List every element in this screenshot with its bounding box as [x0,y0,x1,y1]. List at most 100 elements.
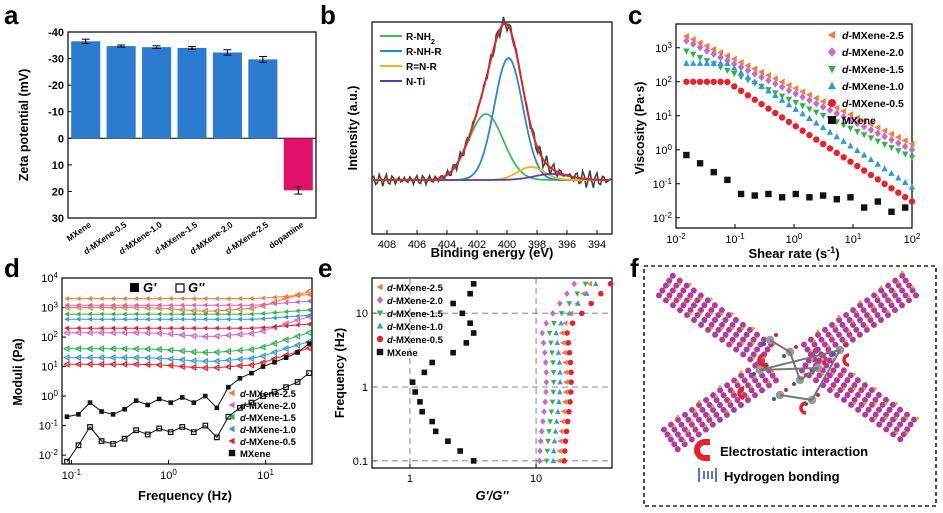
panel-c-point [813,119,820,126]
panel-c: Viscosity (Pa·s) Shear rate (s-1) 10-2 10… [633,23,921,261]
surface-group-atom [746,394,750,398]
panel-c-point [792,85,799,92]
panel-d-point [178,356,185,364]
mxene-atom [727,401,734,408]
surface-group-atom [876,295,880,299]
surface-group-atom [897,280,901,284]
panel-c-legend-marker [828,99,836,107]
mxene-atom [694,297,701,304]
panel-c-point [888,145,895,152]
panel-c-xtick-label: 100 [786,232,803,247]
mxene-atom [826,357,833,364]
panel-e-point [567,359,574,366]
surface-group-atom [863,402,867,406]
panel-c-point [887,130,895,138]
panel-c-point [744,62,751,69]
panel-c-point [799,110,806,117]
panel-e-point [562,379,569,385]
surface-group-atom [667,282,671,286]
panel-c-point [737,87,745,95]
surface-group-atom [725,409,729,413]
panel-c-point [813,109,820,116]
panel-d-legend-label: d-MXene-0.5 [240,437,297,448]
panel-e-legend-label: d-MXene-0.5 [387,335,444,346]
panel-e-ytick-label: 0.1 [353,456,368,468]
panel-d-point [110,325,116,331]
surface-group-atom [751,327,755,331]
panel-a-bar [212,52,242,139]
panel-a-xlabels: MXened-MXene-0.5d-MXene-1.0d-MXene-1.5d-… [65,219,306,256]
mxene-atom [724,382,731,389]
mxene-atom [825,331,832,338]
mxene-atom [878,302,885,309]
mxene-atom [713,397,720,404]
mxene-atom [681,441,688,448]
panel-e-point [564,290,570,298]
panel-b-xtick-label: 408 [378,239,396,251]
mxene-atom [671,426,678,433]
mxene-atom [675,416,682,423]
mxene-atom [669,272,676,279]
surface-group-atom [831,372,835,376]
panel-d-point [87,296,93,302]
mxene-atom [888,302,895,309]
panel-e-legend-label: d-MXene-2.0 [387,296,443,307]
surface-group-atom [678,297,682,301]
panel-e-point [450,300,456,307]
surface-group-atom [751,341,755,345]
mxene-atom [812,347,819,354]
panel-c-point [847,125,854,132]
panel-d-point [270,339,278,347]
panel-e-point [561,458,568,464]
mxene-atom [896,406,903,413]
panel-c-point [744,92,752,99]
panel-d-point [248,311,254,317]
panel-c-point [696,78,704,85]
panel-d-point [271,294,277,300]
mxene-atom [862,411,869,418]
panel-d-xtick-label: 10-1 [62,468,82,483]
panel-d-point [248,316,254,322]
panel-c-point [690,78,697,85]
panel-d-point [225,311,231,317]
panel-d-point [99,409,104,414]
panel-d-point [75,442,82,449]
panel-d-point [235,330,243,338]
dopamine-bond [759,367,819,371]
panel-a-bar [142,47,172,139]
panel-c-point [737,69,745,76]
surface-group-atom [732,390,736,394]
mxene-atom [855,406,862,413]
mxene-atom [669,287,676,294]
mxene-atom [671,441,678,448]
panel-c-point [751,78,758,85]
panel-d-curve [67,294,310,300]
panel-e-point [551,320,557,327]
mxene-atom [717,387,724,394]
panel-d-point [212,348,220,356]
mxene-atom [818,336,825,343]
panel-c-point [690,51,697,58]
panel-c-point [895,148,902,155]
panel-c-point [792,190,799,198]
mxene-atom [704,312,711,319]
panel-letter-c: c [628,0,642,30]
mxene-flake [800,270,920,368]
panel-c-point [860,117,867,125]
mxene-atom [690,302,697,309]
panel-c-point [840,122,847,129]
panel-d-point [271,388,278,395]
panel-e-point [560,408,566,415]
panel-e-point [540,418,546,425]
panel-d-point [156,302,162,308]
panel-d-point [191,302,196,308]
electrostatic-label: Electrostatic interaction [720,444,868,459]
panel-e-point [543,458,550,464]
mxene-atom [681,426,688,433]
panel-d-point [156,316,162,322]
mxene-atom [754,346,761,353]
panel-c-legend-label: d-MXene-0.5 [842,98,904,110]
panel-d-point [235,305,243,313]
panel-e-point [557,369,563,375]
